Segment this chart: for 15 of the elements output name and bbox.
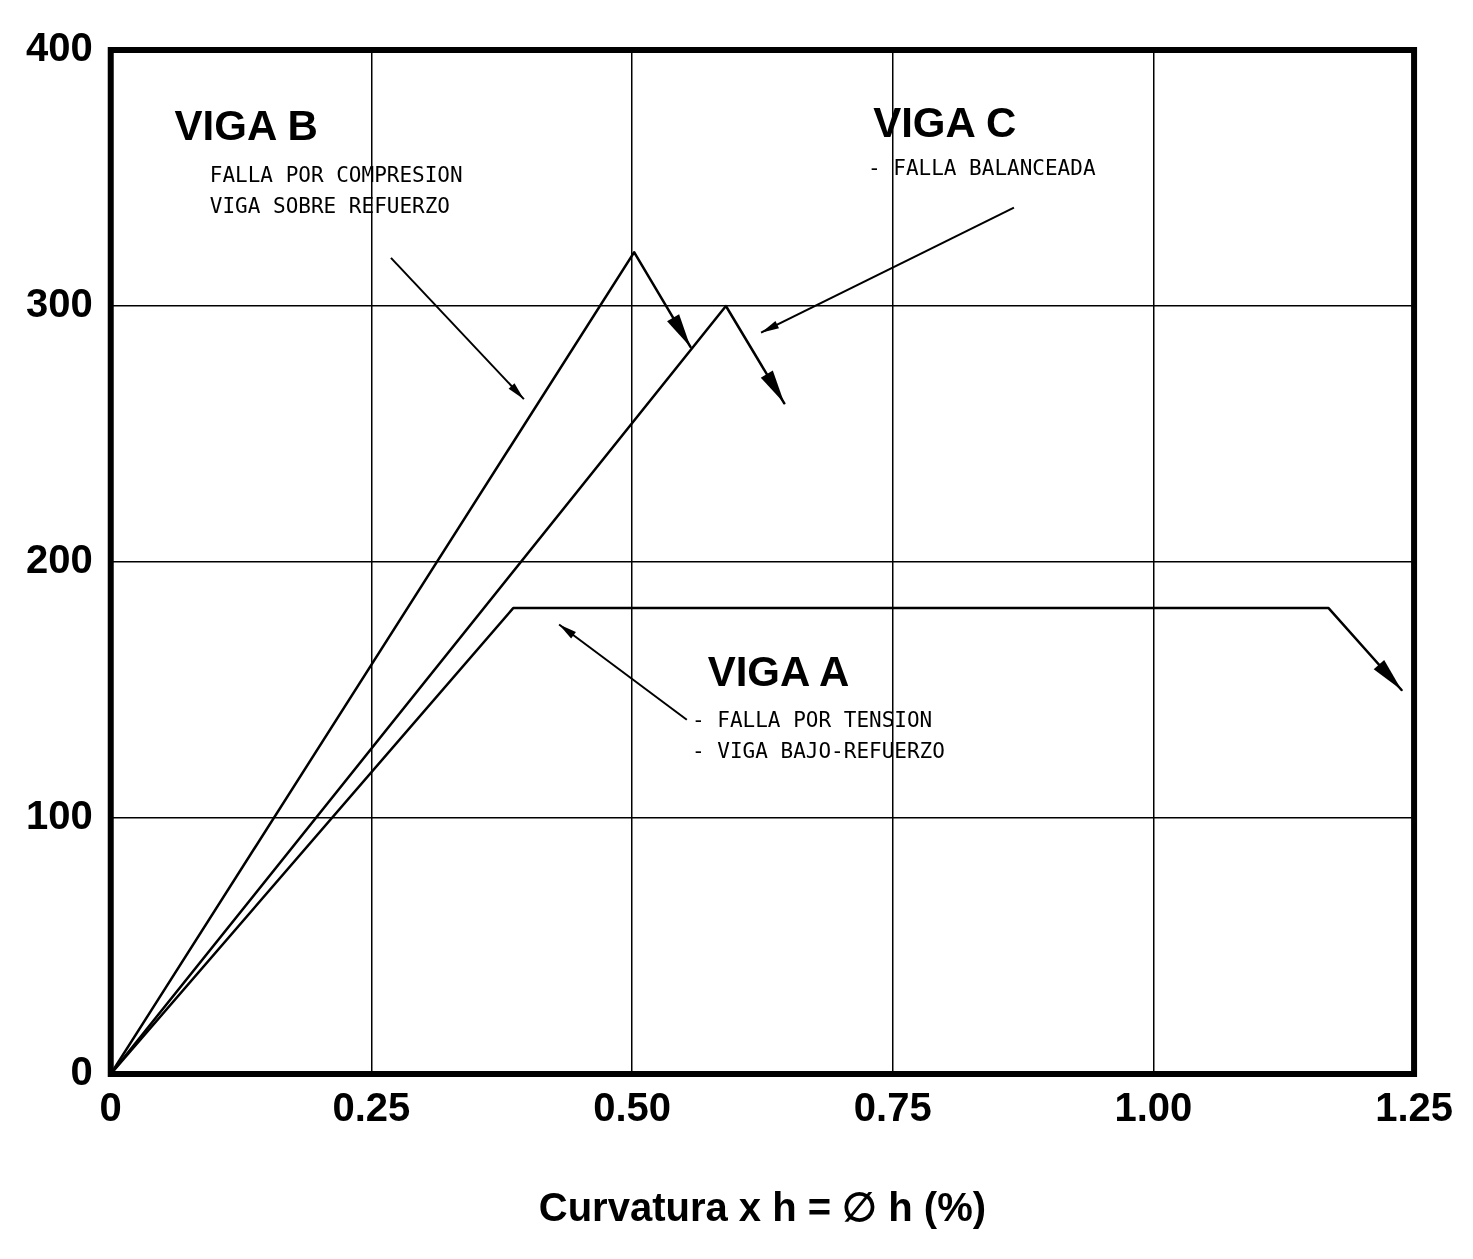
y-tick-label: 300	[25, 281, 93, 326]
x-axis-title: Curvatura x h = ∅ h (%)	[538, 1185, 987, 1230]
y-tick-label: 100	[25, 793, 93, 838]
x-tick-label: 0	[99, 1085, 122, 1130]
x-tick-label: 0.25	[332, 1085, 411, 1130]
x-tick-label: 1.25	[1375, 1085, 1453, 1130]
y-tick-label: 0	[70, 1049, 93, 1094]
annotation: VIGA A	[707, 647, 850, 695]
y-tick-label: 200	[25, 537, 93, 582]
annotation: VIGA B	[174, 101, 318, 149]
y-tick-label: 400	[25, 25, 93, 70]
x-tick-label: 0.75	[853, 1085, 932, 1130]
annotation: - FALLA BALANCEADA	[867, 154, 1096, 182]
x-tick-label: 1.00	[1114, 1085, 1193, 1130]
x-tick-label: 0.50	[593, 1085, 671, 1130]
